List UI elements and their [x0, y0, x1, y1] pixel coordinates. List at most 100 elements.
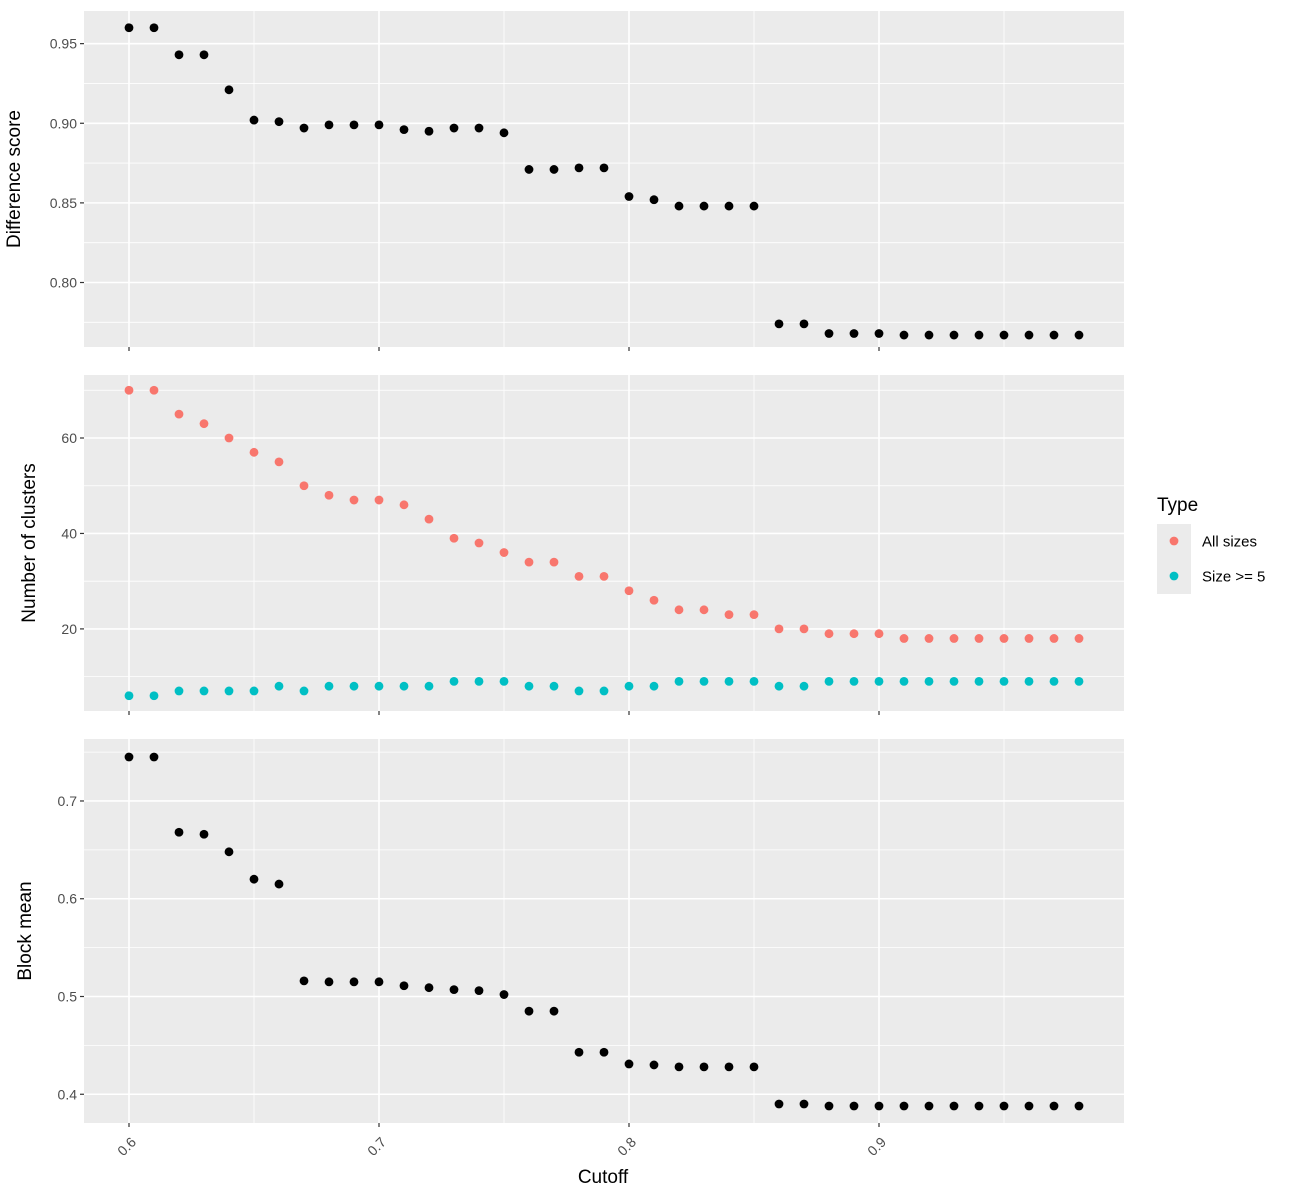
data-point [349, 977, 359, 987]
data-point [324, 681, 334, 691]
data-point [724, 610, 734, 619]
data-point [974, 330, 984, 340]
data-point [524, 681, 534, 691]
legend-label: Size >= 5 [1202, 569, 1265, 586]
data-point [324, 120, 334, 130]
data-point [699, 1062, 709, 1072]
data-point [374, 681, 384, 691]
data-point [399, 981, 409, 991]
data-point [299, 686, 309, 696]
data-point [399, 125, 409, 135]
data-point [799, 319, 809, 329]
data-point [124, 23, 134, 33]
data-point [949, 634, 959, 643]
data-point [399, 681, 409, 691]
data-point [524, 1006, 534, 1016]
panel-background [84, 11, 1124, 347]
data-point [474, 677, 484, 686]
x-axis-title: Cutoff [578, 1167, 629, 1188]
y-tick-label: 20 [61, 621, 77, 637]
data-point [899, 634, 909, 643]
y-tick-label: 0.4 [58, 1086, 78, 1102]
legend-title: Type [1157, 495, 1198, 516]
data-point [449, 123, 459, 133]
data-point [549, 165, 559, 174]
y-tick-label: 0.80 [50, 275, 77, 291]
data-point [624, 681, 634, 691]
data-point [274, 457, 284, 467]
data-point [374, 495, 384, 505]
data-point [1074, 677, 1084, 686]
data-point [1074, 330, 1084, 340]
panel-background [84, 739, 1124, 1123]
data-point [274, 117, 284, 127]
data-point [749, 1062, 759, 1072]
data-point [749, 677, 759, 686]
data-point [849, 329, 859, 338]
data-point [574, 686, 584, 696]
data-point [949, 677, 959, 686]
data-point [174, 50, 184, 60]
data-point [674, 201, 684, 211]
data-point [349, 495, 359, 505]
data-point [849, 677, 859, 686]
data-point [599, 572, 609, 581]
data-point [949, 330, 959, 340]
data-point [349, 681, 359, 691]
legend-key [1169, 536, 1179, 546]
data-point [699, 605, 709, 615]
data-point [149, 752, 159, 762]
data-point [649, 595, 659, 605]
data-point [849, 629, 859, 639]
y-tick-label: 0.7 [58, 793, 78, 809]
data-point [1049, 677, 1059, 686]
data-point [199, 686, 209, 696]
data-point [374, 120, 384, 130]
data-point [724, 1062, 734, 1072]
data-point [124, 385, 134, 395]
data-point [499, 677, 509, 686]
data-point [624, 586, 634, 596]
series-points [124, 23, 1084, 340]
data-point [599, 1047, 609, 1057]
data-point [249, 874, 259, 884]
y-tick-label: 60 [61, 430, 77, 446]
x-tick-label: 0.6 [114, 1134, 139, 1159]
data-point [1049, 330, 1059, 340]
data-point [924, 634, 934, 643]
data-point [1024, 330, 1034, 340]
legend-label: All sizes [1202, 534, 1257, 551]
data-point [474, 538, 484, 548]
x-tick-label: 0.7 [364, 1134, 389, 1159]
data-point [224, 686, 234, 696]
data-point [624, 192, 634, 201]
data-point [424, 126, 434, 136]
data-point [199, 50, 209, 60]
data-point [424, 514, 434, 524]
data-point [1024, 677, 1034, 686]
data-point [574, 1047, 584, 1057]
data-point [124, 752, 134, 762]
y-tick-label: 0.85 [50, 195, 77, 211]
data-point [549, 557, 559, 567]
data-point [574, 163, 584, 173]
data-point [324, 977, 334, 987]
panel-2: 20 40 60 Number of clusters [19, 375, 1124, 715]
panel-background [84, 375, 1124, 711]
data-point [774, 681, 784, 691]
data-point [824, 677, 834, 686]
data-point [924, 677, 934, 686]
data-point [149, 23, 159, 33]
data-point [849, 1101, 859, 1111]
data-point [249, 115, 259, 125]
data-point [374, 977, 384, 987]
data-point [674, 677, 684, 686]
data-point [899, 330, 909, 340]
legend-key [1169, 571, 1179, 581]
data-point [499, 128, 509, 138]
data-point [874, 1101, 884, 1111]
data-point [299, 976, 309, 986]
data-point [449, 985, 459, 995]
data-point [674, 605, 684, 615]
data-point [1049, 1101, 1059, 1111]
